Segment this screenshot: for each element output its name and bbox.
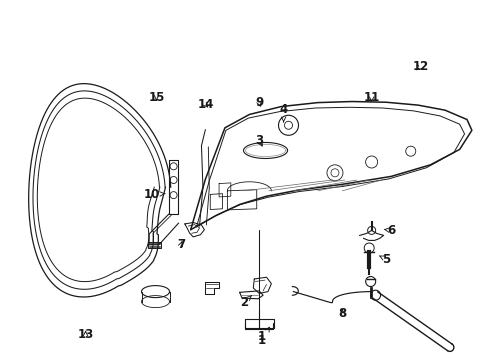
Text: 5: 5 [379, 253, 389, 266]
Text: 4: 4 [279, 103, 287, 122]
Text: 15: 15 [148, 91, 164, 104]
Text: 10: 10 [143, 188, 165, 201]
Text: 14: 14 [197, 98, 213, 111]
Text: 1: 1 [257, 327, 269, 347]
Text: 11: 11 [363, 91, 379, 104]
Text: 9: 9 [255, 96, 263, 109]
Text: 3: 3 [255, 134, 263, 147]
Text: 8: 8 [338, 307, 346, 320]
Text: 2: 2 [240, 296, 251, 309]
Text: 13: 13 [77, 328, 94, 341]
Text: 7: 7 [177, 238, 184, 251]
Text: 6: 6 [384, 224, 394, 237]
Text: 12: 12 [411, 60, 428, 73]
Text: 1: 1 [257, 330, 265, 343]
